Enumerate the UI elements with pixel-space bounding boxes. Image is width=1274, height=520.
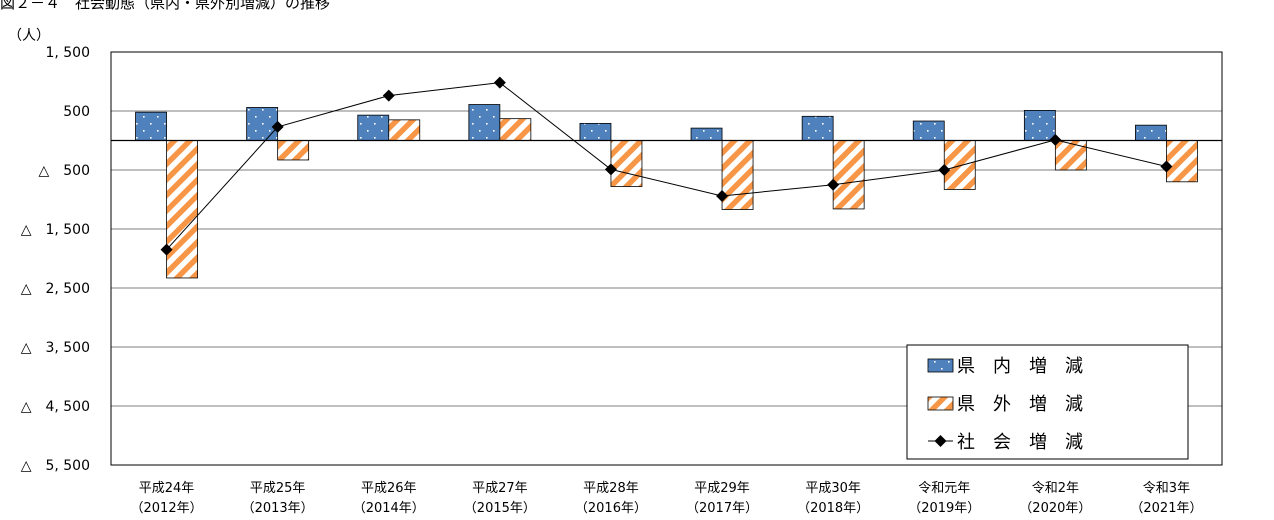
legend-swatch-kennai [927,358,954,373]
y-tick-label: △ 5, 500 [21,458,90,474]
bar-kengai [610,140,643,187]
bar-kengai [1166,140,1198,183]
y-tick-label: △ 1, 500 [21,222,90,238]
chart-title: 図２－４ 社会動態（県内・県外別増減）の推移 [0,0,330,12]
y-tick-label: △ 500 [39,163,91,179]
x-tick-year: （2019年） [908,501,980,516]
x-tick-year: （2015年） [464,501,536,516]
x-tick-era: 平成24年 [139,481,195,496]
x-tick-year: （2017年） [686,501,758,516]
bar-kennai [246,107,279,141]
legend-swatch-kengai [927,396,954,411]
social-change-marker [1160,160,1173,173]
bar-kennai [912,120,945,141]
legend-label-shakai: 社 会 増 減 [957,432,1083,453]
y-tick-label: △ 3, 500 [21,340,90,356]
x-tick-era: 平成25年 [250,481,306,496]
x-tick-year: （2016年） [575,501,647,516]
y-tick-labels: 1, 500 500 △ 500 △ 1, 500 △ 2, 500 △ 3, 500 △ … [21,45,90,474]
x-tick-year: （2012年） [131,501,203,516]
bar-kengai [499,118,532,141]
x-tick-year: （2014年） [353,501,425,516]
bar-kengai [388,119,421,141]
social-change-marker [827,178,840,191]
x-tick-year: （2021年） [1130,501,1202,516]
plot-frame [110,51,1223,466]
y-tick-label: △ 4, 500 [21,399,90,415]
social-change-line [160,76,1173,256]
social-change-marker [493,76,506,89]
bar-kennai [357,114,390,141]
social-change-marker [938,164,951,176]
bar-kengai [277,140,310,161]
y-tick-label: △ 2, 500 [21,281,90,297]
legend-label-kengai: 県 外 増 減 [957,394,1083,415]
legend: 県 内 増 減 県 外 増 減 社 会 増 減 [906,344,1189,460]
legend-box [906,344,1189,460]
bar-kengai [1054,140,1087,171]
x-tick-year: （2013年） [242,501,314,516]
social-change-polyline [166,82,1167,250]
social-change-marker [716,189,729,202]
bars [135,104,1198,279]
x-tick-year: （2020年） [1019,501,1091,516]
x-tick-era: 平成30年 [805,481,861,496]
x-tick-era: 平成26年 [361,481,417,496]
bar-kennai [1023,110,1056,141]
bar-kengai [943,140,976,190]
social-change-marker [160,243,173,256]
x-tick-era: 令和3年 [1143,481,1190,496]
bar-kengai [832,140,865,210]
x-tick-labels: 平成24年 （2012年） 平成25年 （2013年） 平成26年 （2014年） 平成27… [131,481,1203,516]
social-change-marker [382,89,395,102]
bar-kengai [166,140,198,279]
bar-kennai [468,104,501,141]
x-tick-era: 令和元年 [918,481,970,496]
y-axis-unit: （人） [8,28,50,44]
x-tick-era: 令和2年 [1032,481,1079,496]
social-change-marker [271,120,284,133]
y-tick-label: 500 [63,104,90,120]
legend-label-kennai: 県 内 増 減 [957,356,1083,377]
gridlines [111,51,1222,466]
social-change-marker [604,163,617,176]
bar-kennai [801,115,834,141]
bar-kennai [579,122,612,141]
y-tick-label: 1, 500 [45,45,90,61]
bar-kennai [1135,124,1167,141]
bar-kengai [721,140,754,210]
x-tick-era: 平成27年 [472,481,528,496]
x-tick-era: 平成29年 [694,481,750,496]
bar-kennai [135,111,167,141]
legend-diamond-marker [934,435,947,447]
x-tick-era: 平成28年 [583,481,639,496]
x-tick-year: （2018年） [797,501,869,516]
bar-kennai [690,127,723,141]
